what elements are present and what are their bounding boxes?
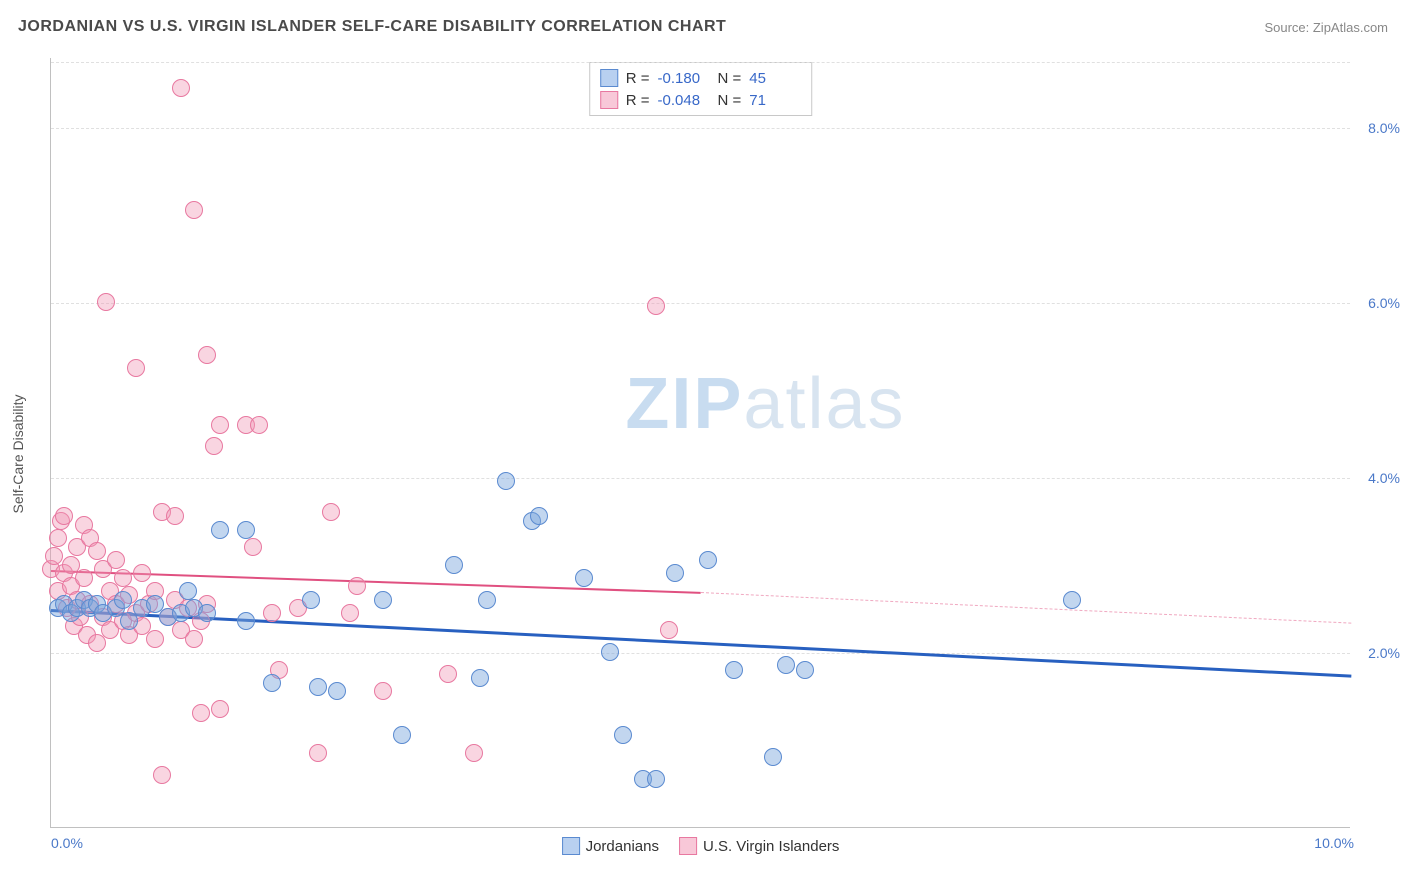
trend-line bbox=[701, 592, 1351, 624]
legend-swatch bbox=[679, 837, 697, 855]
gridline bbox=[51, 653, 1350, 654]
scatter-point bbox=[179, 582, 197, 600]
scatter-point bbox=[764, 748, 782, 766]
scatter-point bbox=[244, 538, 262, 556]
scatter-point bbox=[205, 437, 223, 455]
scatter-point bbox=[666, 564, 684, 582]
scatter-point bbox=[211, 416, 229, 434]
scatter-point bbox=[725, 661, 743, 679]
scatter-point bbox=[237, 612, 255, 630]
stat-n-value: 71 bbox=[749, 92, 801, 109]
scatter-point bbox=[439, 665, 457, 683]
scatter-point bbox=[647, 297, 665, 315]
scatter-point bbox=[114, 569, 132, 587]
scatter-point bbox=[374, 591, 392, 609]
scatter-point bbox=[75, 569, 93, 587]
legend-item: Jordanians bbox=[562, 837, 659, 855]
scatter-point bbox=[263, 674, 281, 692]
scatter-point bbox=[575, 569, 593, 587]
legend-swatch bbox=[600, 91, 618, 109]
scatter-point bbox=[614, 726, 632, 744]
chart-title: JORDANIAN VS U.S. VIRGIN ISLANDER SELF-C… bbox=[18, 18, 726, 36]
scatter-point bbox=[497, 472, 515, 490]
scatter-point bbox=[237, 521, 255, 539]
scatter-point bbox=[172, 79, 190, 97]
stat-n-label: N = bbox=[718, 70, 742, 87]
y-tick-label: 6.0% bbox=[1355, 295, 1400, 311]
scatter-point bbox=[192, 704, 210, 722]
scatter-point bbox=[114, 591, 132, 609]
x-tick-label: 0.0% bbox=[51, 835, 83, 851]
x-tick-label: 10.0% bbox=[1314, 835, 1354, 851]
chart-area: ZIPatlas R = -0.180 N = 45 R = -0.048 N … bbox=[50, 58, 1350, 828]
stats-row: R = -0.180 N = 45 bbox=[600, 67, 802, 89]
scatter-point bbox=[263, 604, 281, 622]
y-tick-label: 8.0% bbox=[1355, 120, 1400, 136]
stat-r-label: R = bbox=[626, 92, 650, 109]
scatter-point bbox=[471, 669, 489, 687]
scatter-point bbox=[45, 547, 63, 565]
scatter-point bbox=[660, 621, 678, 639]
y-tick-label: 4.0% bbox=[1355, 470, 1400, 486]
scatter-point bbox=[153, 766, 171, 784]
scatter-point bbox=[374, 682, 392, 700]
scatter-point bbox=[133, 564, 151, 582]
stat-r-label: R = bbox=[626, 70, 650, 87]
scatter-point bbox=[777, 656, 795, 674]
source-label: Source: ZipAtlas.com bbox=[1264, 20, 1388, 35]
scatter-point bbox=[393, 726, 411, 744]
gridline bbox=[51, 303, 1350, 304]
scatter-point bbox=[88, 542, 106, 560]
scatter-point bbox=[530, 507, 548, 525]
scatter-point bbox=[146, 630, 164, 648]
scatter-point bbox=[478, 591, 496, 609]
scatter-point bbox=[211, 700, 229, 718]
stat-r-value: -0.180 bbox=[658, 70, 710, 87]
scatter-point bbox=[309, 744, 327, 762]
scatter-point bbox=[49, 529, 67, 547]
scatter-point bbox=[309, 678, 327, 696]
scatter-point bbox=[198, 604, 216, 622]
scatter-point bbox=[348, 577, 366, 595]
scatter-point bbox=[647, 770, 665, 788]
scatter-point bbox=[796, 661, 814, 679]
scatter-point bbox=[341, 604, 359, 622]
stat-r-value: -0.048 bbox=[658, 92, 710, 109]
stat-n-label: N = bbox=[718, 92, 742, 109]
scatter-point bbox=[328, 682, 346, 700]
legend-item: U.S. Virgin Islanders bbox=[679, 837, 839, 855]
y-axis-label: Self-Care Disability bbox=[10, 394, 26, 513]
stats-legend: R = -0.180 N = 45 R = -0.048 N = 71 bbox=[589, 62, 813, 116]
scatter-point bbox=[185, 630, 203, 648]
y-tick-label: 2.0% bbox=[1355, 645, 1400, 661]
scatter-point bbox=[322, 503, 340, 521]
scatter-point bbox=[185, 201, 203, 219]
scatter-point bbox=[302, 591, 320, 609]
scatter-point bbox=[699, 551, 717, 569]
scatter-point bbox=[55, 507, 73, 525]
stats-row: R = -0.048 N = 71 bbox=[600, 89, 802, 111]
legend-swatch bbox=[600, 69, 618, 87]
bottom-legend: Jordanians U.S. Virgin Islanders bbox=[562, 837, 840, 855]
scatter-point bbox=[198, 346, 216, 364]
scatter-point bbox=[107, 551, 125, 569]
stat-n-value: 45 bbox=[749, 70, 801, 87]
scatter-point bbox=[127, 359, 145, 377]
gridline bbox=[51, 128, 1350, 129]
watermark: ZIPatlas bbox=[625, 363, 905, 445]
scatter-point bbox=[601, 643, 619, 661]
scatter-point bbox=[465, 744, 483, 762]
gridline bbox=[51, 478, 1350, 479]
gridline bbox=[51, 62, 1350, 63]
scatter-point bbox=[166, 507, 184, 525]
legend-label: Jordanians bbox=[586, 838, 659, 855]
scatter-point bbox=[1063, 591, 1081, 609]
scatter-point bbox=[250, 416, 268, 434]
scatter-point bbox=[445, 556, 463, 574]
legend-label: U.S. Virgin Islanders bbox=[703, 838, 839, 855]
scatter-point bbox=[211, 521, 229, 539]
scatter-point bbox=[97, 293, 115, 311]
legend-swatch bbox=[562, 837, 580, 855]
